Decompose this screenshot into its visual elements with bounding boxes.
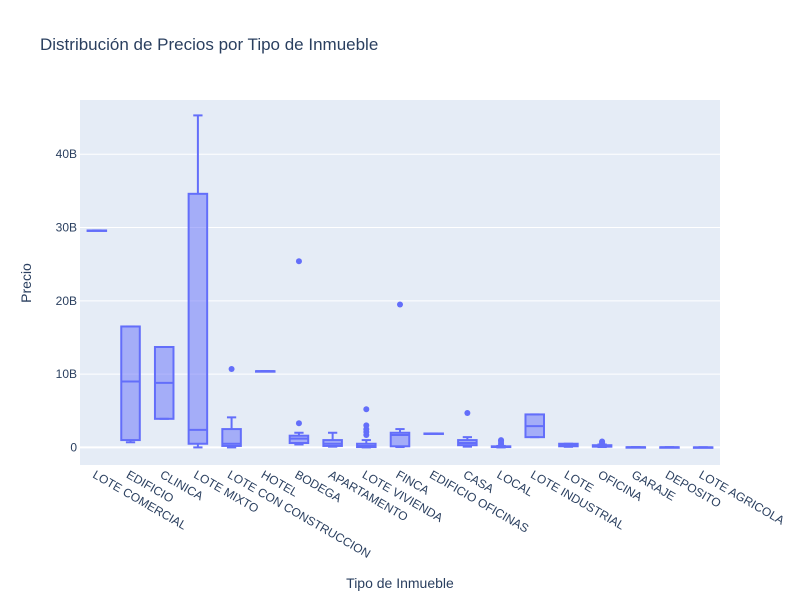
box-lote-industrial (524, 413, 546, 439)
outlier-point (498, 437, 505, 444)
outlier-point (464, 409, 471, 416)
y-tick-label: 10B (56, 367, 77, 381)
box-lote-con-construccion (221, 365, 242, 449)
box-clinica (153, 345, 175, 420)
box-casa (457, 409, 478, 448)
y-tick-label: 20B (56, 294, 77, 308)
box-oficina (591, 438, 613, 449)
y-tick-label: 40B (56, 147, 77, 161)
box-series (86, 114, 714, 449)
plot-area (80, 100, 720, 465)
iqr-box (221, 428, 242, 447)
box-lote-vivienda (356, 406, 377, 449)
outlier-point (295, 420, 302, 427)
box-edificio (120, 325, 141, 444)
y-tick-label: 0 (70, 440, 77, 454)
x-axis-title: Tipo de Inmueble (346, 575, 454, 591)
outlier-point (228, 365, 235, 372)
box-hotel (255, 370, 276, 373)
x-tick-label: LOCAL (495, 467, 536, 499)
iqr-box (187, 192, 209, 445)
outlier-point (397, 301, 403, 308)
box-lote-mixto (187, 114, 209, 449)
chart-title: Distribución de Precios por Tipo de Inmu… (40, 35, 378, 54)
outlier-point (363, 422, 370, 429)
box-lote-agricola (692, 446, 714, 449)
box-lote-comercial (86, 229, 108, 232)
outlier-point (295, 258, 302, 265)
box-garaje (625, 446, 647, 449)
box-edificio-oficinas (423, 432, 444, 435)
y-axis-ticks: 0 10B 20B 30B 40B (56, 147, 78, 454)
y-axis-title: Precio (18, 263, 34, 303)
box-apartamento (322, 431, 343, 448)
box-deposito (659, 446, 680, 449)
outlier-point (599, 438, 606, 445)
outlier-point (363, 406, 370, 413)
y-tick-label: 30B (56, 221, 77, 235)
iqr-box (389, 431, 411, 448)
box-finca (389, 301, 411, 449)
iqr-box (120, 325, 141, 442)
box-lote (558, 442, 579, 448)
box-bodega (288, 258, 310, 446)
box-local (490, 437, 512, 449)
